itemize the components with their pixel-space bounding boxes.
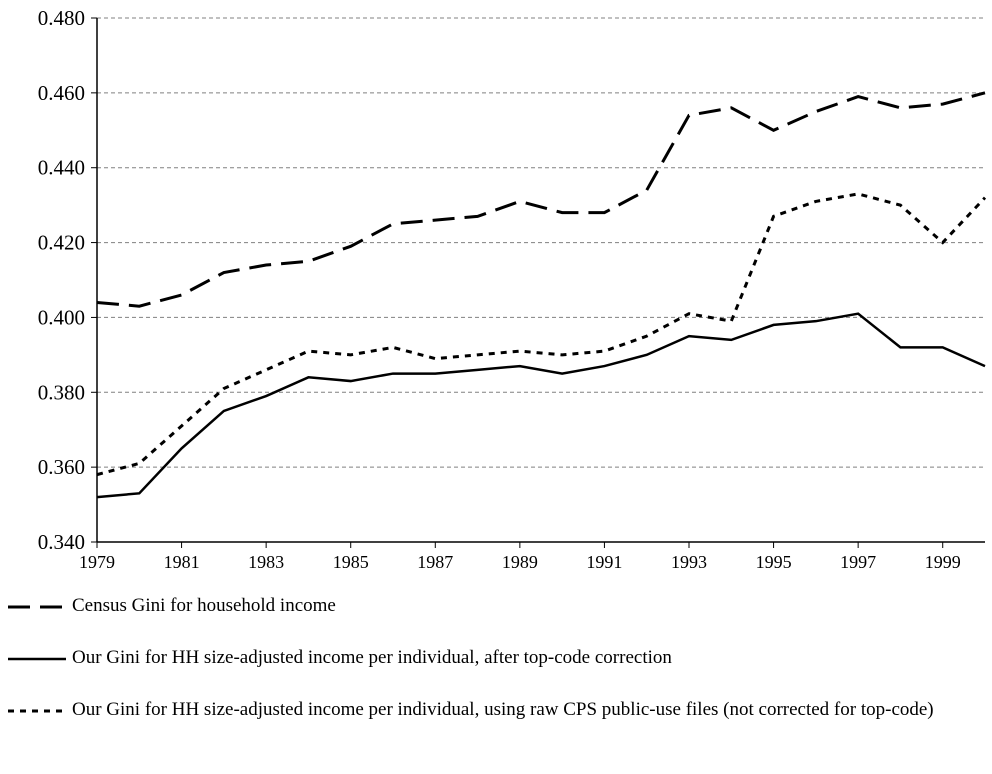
y-tick-label: 0.440 [38,156,85,180]
x-tick-label: 1997 [840,552,876,572]
x-tick-label: 1983 [248,552,284,572]
x-tick-label: 1989 [502,552,538,572]
legend-swatch [8,605,66,609]
legend-item: Census Gini for household income [0,593,988,619]
series-line [96,192,987,477]
series-line [96,312,986,499]
x-tick-label: 1995 [756,552,792,572]
chart: 0.340 0.360 0.380 0.400 0.420 0.440 0.460 0.480… [38,6,987,572]
legend-label: Census Gini for household income [72,595,336,616]
series-line [96,91,986,308]
legend-item: Our Gini for HH size-adjusted income per… [0,645,988,671]
x-tick-label: 1999 [925,552,961,572]
x-tick-label: 1991 [586,552,622,572]
y-tick-label: 0.420 [38,231,85,255]
x-tick-label: 1987 [417,552,453,572]
y-tick-label: 0.340 [38,530,85,554]
x-tick-label: 1993 [671,552,707,572]
x-tick-label: 1985 [333,552,369,572]
y-tick-label: 0.360 [38,455,85,479]
legend-label: Our Gini for HH size-adjusted income per… [72,647,672,668]
y-tick-label: 0.480 [38,6,85,30]
legend-swatch [8,657,66,661]
y-tick-label: 0.460 [38,81,85,105]
legend-item: Our Gini for HH size-adjusted income per… [0,697,988,723]
y-tick-label: 0.380 [38,380,85,404]
y-tick-label: 0.400 [38,305,85,329]
legend-swatch [8,709,66,713]
legend-label: Our Gini for HH size-adjusted income per… [72,699,934,720]
x-tick-label: 1981 [164,552,200,572]
x-tick-label: 1979 [79,552,115,572]
